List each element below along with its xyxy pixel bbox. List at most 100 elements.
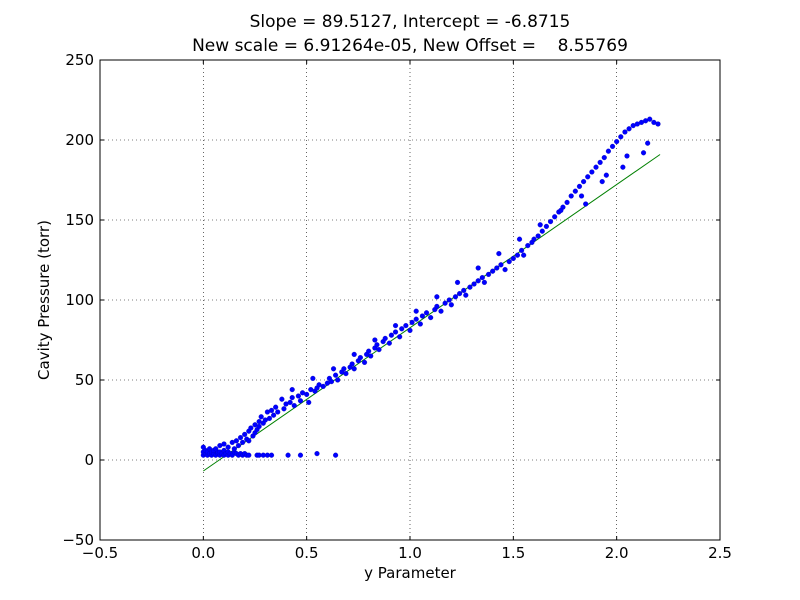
data-point (403, 323, 409, 329)
data-point (485, 271, 492, 277)
data-point (357, 355, 363, 361)
data-point (335, 377, 341, 383)
data-point (304, 391, 310, 397)
data-point (452, 294, 459, 300)
x-tick-label: 2.5 (708, 544, 732, 562)
data-point (438, 308, 444, 314)
data-point (341, 366, 347, 372)
data-point (231, 446, 237, 452)
data-point (235, 443, 242, 449)
x-tick-label: 0.5 (295, 544, 319, 562)
data-point (213, 446, 219, 452)
data-point (314, 451, 320, 457)
data-point (442, 300, 448, 306)
data-point (237, 435, 244, 441)
data-point (624, 153, 630, 159)
data-point (597, 159, 603, 165)
data-point (306, 399, 312, 405)
data-point (475, 265, 481, 271)
data-point (494, 265, 500, 271)
data-point (279, 396, 285, 402)
data-point (583, 201, 589, 207)
data-point (413, 316, 419, 322)
y-tick-label: 250 (65, 51, 94, 69)
data-point (266, 415, 273, 421)
x-axis-label: y Parameter (364, 564, 457, 582)
data-point (386, 340, 392, 346)
data-point (461, 287, 467, 293)
data-point (291, 403, 297, 409)
data-point (258, 414, 264, 420)
data-point (531, 236, 537, 242)
data-point (547, 219, 554, 225)
data-point (576, 183, 583, 189)
data-point (225, 444, 231, 450)
data-point (434, 303, 440, 309)
data-point (419, 313, 425, 319)
data-point (640, 150, 647, 156)
data-point (467, 284, 473, 290)
data-point (645, 140, 651, 146)
data-point (271, 412, 277, 418)
data-point (428, 315, 434, 321)
data-point (221, 441, 227, 447)
data-point (333, 372, 339, 378)
data-point (564, 199, 570, 205)
data-point (539, 228, 545, 234)
data-point (349, 361, 355, 367)
data-point (620, 164, 626, 170)
data-point (609, 143, 616, 149)
y-tick-label: −50 (62, 531, 94, 549)
data-point (333, 452, 339, 458)
data-point (233, 438, 239, 444)
data-point (448, 302, 454, 308)
data-point (407, 327, 413, 333)
data-point (535, 233, 541, 239)
data-point (525, 243, 531, 249)
data-point (647, 116, 653, 122)
data-point (268, 452, 275, 458)
data-point (496, 251, 502, 257)
data-point (297, 398, 304, 404)
data-point (368, 353, 374, 359)
data-point (361, 359, 368, 365)
chart-title-line-1: Slope = 89.5127, Intercept = -6.8715 (250, 12, 571, 32)
data-point (581, 179, 587, 185)
data-point (578, 193, 585, 199)
x-tick-label: −0.5 (82, 544, 118, 562)
data-point (498, 262, 504, 268)
y-tick-labels: −50 0 50 100 150 200 250 (62, 51, 94, 549)
data-point (618, 134, 624, 140)
data-point (328, 379, 335, 385)
data-point (392, 323, 399, 329)
data-point (568, 193, 574, 199)
data-point (330, 366, 337, 372)
data-point (376, 347, 382, 353)
data-point (543, 223, 549, 229)
data-point (374, 342, 380, 348)
data-point (281, 406, 287, 412)
data-point (655, 121, 661, 127)
axis-ticks (99, 59, 721, 541)
y-tick-label: 0 (84, 451, 94, 469)
data-point (417, 321, 423, 327)
data-point (310, 375, 316, 381)
data-point (521, 252, 527, 258)
x-tick-label: 2.0 (605, 544, 629, 562)
data-point (351, 366, 357, 372)
data-point (246, 452, 252, 458)
data-point (273, 404, 279, 410)
x-tick-label: 1.0 (398, 544, 422, 562)
data-point (295, 393, 301, 399)
data-point (297, 452, 304, 458)
data-point (246, 438, 252, 444)
data-point (397, 334, 403, 340)
y-tick-label: 200 (65, 131, 94, 149)
data-point (490, 268, 496, 274)
data-point (366, 348, 372, 354)
data-point (471, 281, 477, 287)
data-point (506, 259, 512, 265)
data-point (388, 332, 394, 338)
data-points (200, 116, 661, 458)
data-point (351, 351, 357, 357)
